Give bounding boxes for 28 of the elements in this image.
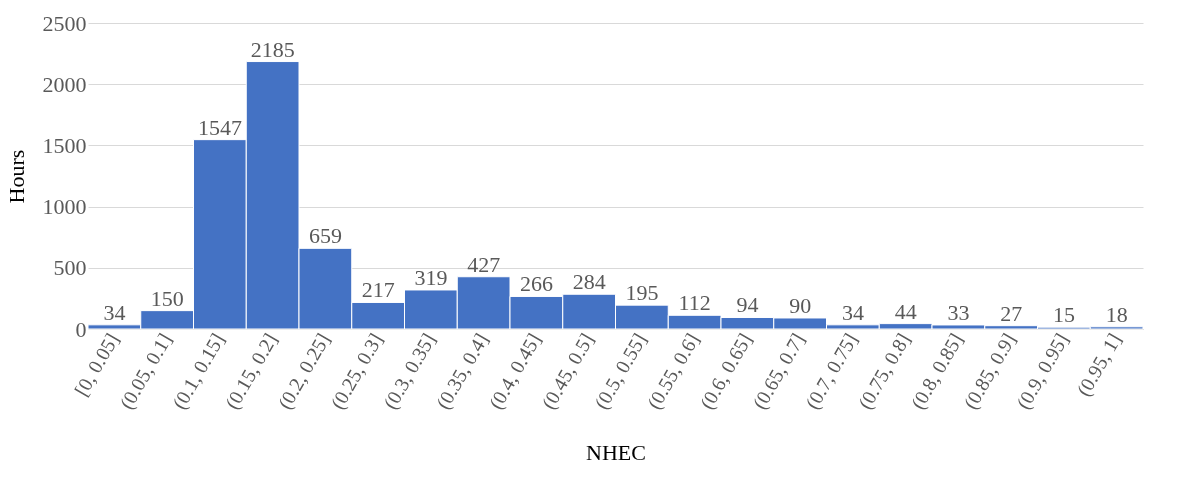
data-label: 112 xyxy=(678,290,711,316)
data-label: 427 xyxy=(467,251,501,277)
data-label: 659 xyxy=(308,223,342,249)
data-label: 15 xyxy=(1052,302,1075,328)
y-tick-label: 500 xyxy=(53,255,87,281)
data-label: 44 xyxy=(894,298,917,324)
data-label: 266 xyxy=(519,271,553,297)
y-axis-title: Hours xyxy=(3,149,29,204)
data-label: 34 xyxy=(103,299,126,325)
data-label: 27 xyxy=(1000,300,1023,326)
data-label: 2185 xyxy=(250,36,295,62)
data-label: 217 xyxy=(361,277,395,303)
data-label: 150 xyxy=(150,285,184,311)
x-axis-title: NHEC xyxy=(586,439,646,465)
y-tick-label: 2000 xyxy=(42,71,87,97)
y-tick-label: 0 xyxy=(75,316,87,342)
data-label: 34 xyxy=(841,299,864,325)
data-label: 33 xyxy=(947,299,970,325)
data-label: 195 xyxy=(625,280,659,306)
data-label: 90 xyxy=(789,292,812,318)
y-tick-label: 1500 xyxy=(42,132,87,158)
data-label: 18 xyxy=(1105,301,1128,327)
data-label: 94 xyxy=(736,292,759,318)
y-tick-label: 2500 xyxy=(42,10,87,36)
y-tick-label: 1000 xyxy=(42,194,87,220)
data-label: 1547 xyxy=(197,114,242,140)
data-label: 284 xyxy=(572,269,606,295)
data-label: 319 xyxy=(414,264,448,290)
